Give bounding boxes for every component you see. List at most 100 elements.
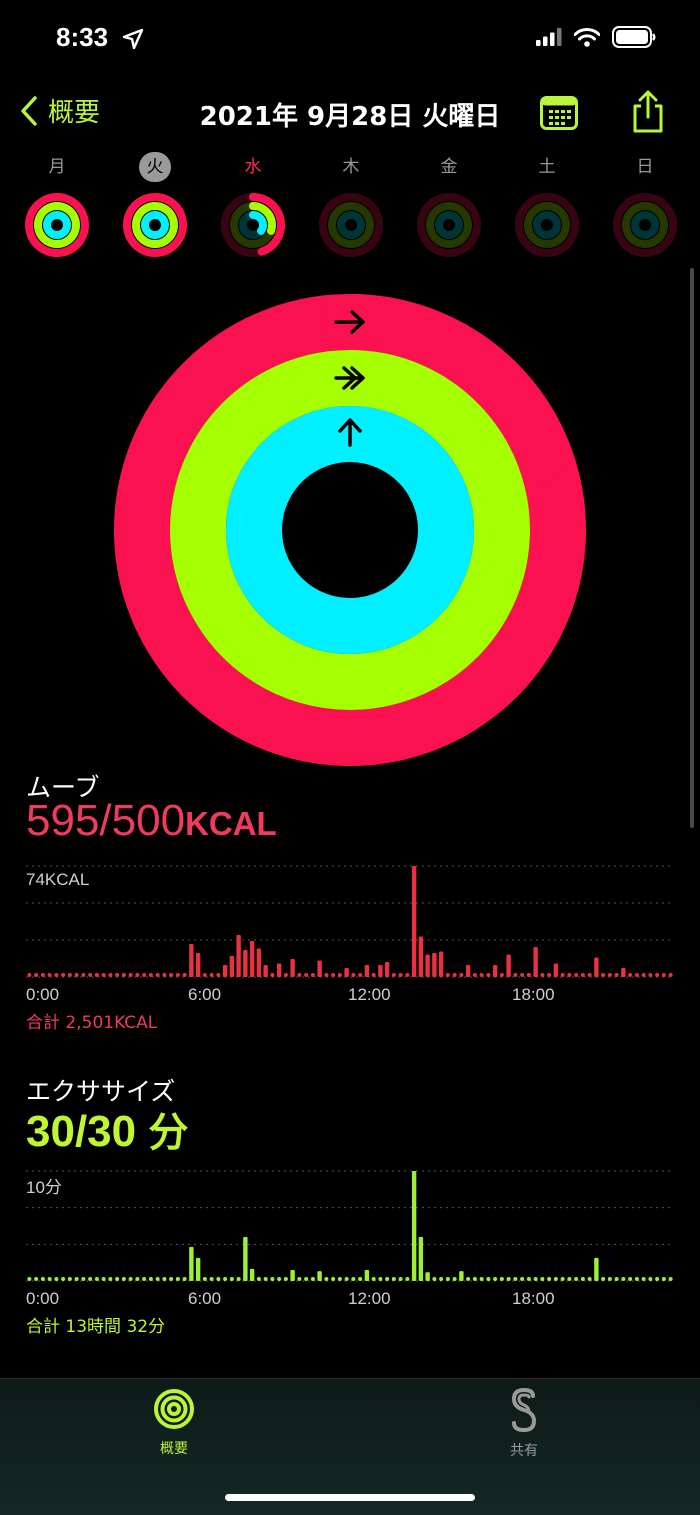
move-chart-bar [445, 973, 450, 977]
move-chart-bar [249, 941, 255, 977]
exercise-chart-bar [587, 1277, 592, 1281]
move-chart-bar [61, 973, 66, 977]
move-chart-bar [162, 973, 167, 977]
move-chart-bar [438, 951, 444, 977]
exercise-chart-bar [135, 1277, 140, 1281]
move-chart-bar [324, 973, 329, 977]
mini-exercise-ring-track [426, 202, 472, 248]
exercise-chart-bar [304, 1277, 309, 1281]
week-day-4[interactable]: 金 [414, 152, 484, 182]
move-chart-bar [405, 973, 410, 977]
scrollbar[interactable] [690, 268, 694, 828]
mini-stand-ring-track [337, 211, 365, 239]
move-chart-bar [189, 944, 194, 977]
move-chart-bar [81, 973, 86, 977]
week-day-rings-2[interactable] [218, 190, 288, 260]
exercise-chart-bar [513, 1277, 518, 1281]
move-chart-bar [384, 962, 390, 977]
move-chart-bar [108, 973, 113, 977]
week-day-rings-5[interactable] [512, 190, 582, 260]
move-chart-bar [580, 973, 585, 977]
move-chart-bar [135, 973, 140, 977]
week-day-rings-3[interactable] [316, 190, 386, 260]
exercise-chart-bar [520, 1277, 525, 1281]
mini-move-ring-track [613, 193, 677, 257]
exercise-chart-bar [195, 1257, 201, 1281]
share-icon[interactable] [630, 90, 666, 134]
mini-stand-ring [141, 211, 169, 239]
move-chart-bar [182, 973, 187, 977]
exercise-chart-bar [67, 1277, 72, 1281]
move-chart-bar [195, 953, 201, 977]
move-chart-bar [513, 973, 518, 977]
move-chart-x-axis: 0:00 6:00 12:00 18:00 [26, 985, 674, 1007]
mini-stand-ring [43, 211, 71, 239]
week-day-2[interactable]: 水 [218, 152, 288, 182]
exercise-chart-bar [499, 1277, 504, 1281]
back-button[interactable]: 概要 [20, 92, 100, 129]
move-ring-overlap [322, 294, 572, 482]
week-day-3[interactable]: 木 [316, 152, 386, 182]
move-chart-bar [74, 973, 79, 977]
exercise-chart-bar [182, 1277, 187, 1281]
exercise-chart-bar [472, 1277, 477, 1281]
status-time: 8:33 [56, 22, 109, 52]
week-day-6[interactable]: 日 [610, 152, 680, 182]
tab-sharing[interactable]: 共有 [464, 1387, 584, 1460]
mini-move-ring-track [319, 193, 383, 257]
exercise-chart-bar [121, 1277, 126, 1281]
week-day-rings-1[interactable] [120, 190, 190, 260]
week-day-rings-0[interactable] [22, 190, 92, 260]
mini-stand-ring-track [631, 211, 659, 239]
exercise-chart-bar [229, 1277, 234, 1281]
week-day-0[interactable]: 月 [22, 152, 92, 182]
move-chart-bar [155, 973, 160, 977]
exercise-chart-bar [459, 1271, 464, 1281]
calendar-icon[interactable] [540, 96, 578, 130]
week-day-1[interactable]: 火 [120, 152, 190, 182]
move-chart-bar [479, 973, 484, 977]
week-day-5[interactable]: 土 [512, 152, 582, 182]
move-chart-bar [169, 973, 174, 977]
exercise-chart-bar [574, 1277, 579, 1281]
move-chart-bar [101, 973, 106, 977]
move-chart-bar [142, 973, 147, 977]
move-chart-bar [418, 936, 424, 977]
exercise-chart-bar [601, 1277, 606, 1281]
exercise-chart-bar [560, 1277, 565, 1281]
move-chart-bar [364, 965, 370, 977]
mini-exercise-ring-track [524, 202, 570, 248]
move-chart-bar [648, 973, 653, 977]
move-chart-bar [351, 973, 356, 977]
move-chart-bar [297, 973, 302, 977]
exercise-arrow-icon [334, 366, 365, 390]
move-chart-bar [216, 973, 221, 977]
move-chart-bar [378, 965, 383, 977]
exercise-chart-bar [74, 1277, 79, 1281]
week-day-rings-6[interactable] [610, 190, 680, 260]
status-icons [536, 26, 656, 48]
exercise-chart-bar [398, 1277, 403, 1281]
exercise-chart-bar [169, 1277, 174, 1281]
move-chart-bar [175, 973, 180, 977]
exercise-chart-bar [493, 1277, 498, 1281]
move-chart-bar [459, 973, 464, 977]
location-arrow-icon [122, 28, 144, 50]
exercise-chart-bar [317, 1271, 322, 1281]
week-day-label: 火 [139, 152, 171, 182]
exercise-chart-bar [202, 1277, 207, 1281]
week-day-rings-4[interactable] [414, 190, 484, 260]
move-label: ムーブ [26, 773, 100, 802]
page-title: 2021年 9月28日 火曜日 [199, 102, 501, 132]
move-chart-bar [472, 973, 477, 977]
sharing-icon [511, 1387, 537, 1433]
cellular-signal-icon [536, 28, 562, 46]
week-day-label: 土 [538, 157, 556, 177]
exercise-chart-bar [331, 1277, 336, 1281]
move-chart-bar [371, 973, 376, 977]
home-indicator[interactable] [225, 1494, 475, 1501]
move-chart-bar [243, 950, 248, 977]
move-chart-bar [337, 973, 342, 977]
tab-summary[interactable]: 概要 [114, 1388, 234, 1458]
exercise-chart-bar [310, 1277, 315, 1281]
